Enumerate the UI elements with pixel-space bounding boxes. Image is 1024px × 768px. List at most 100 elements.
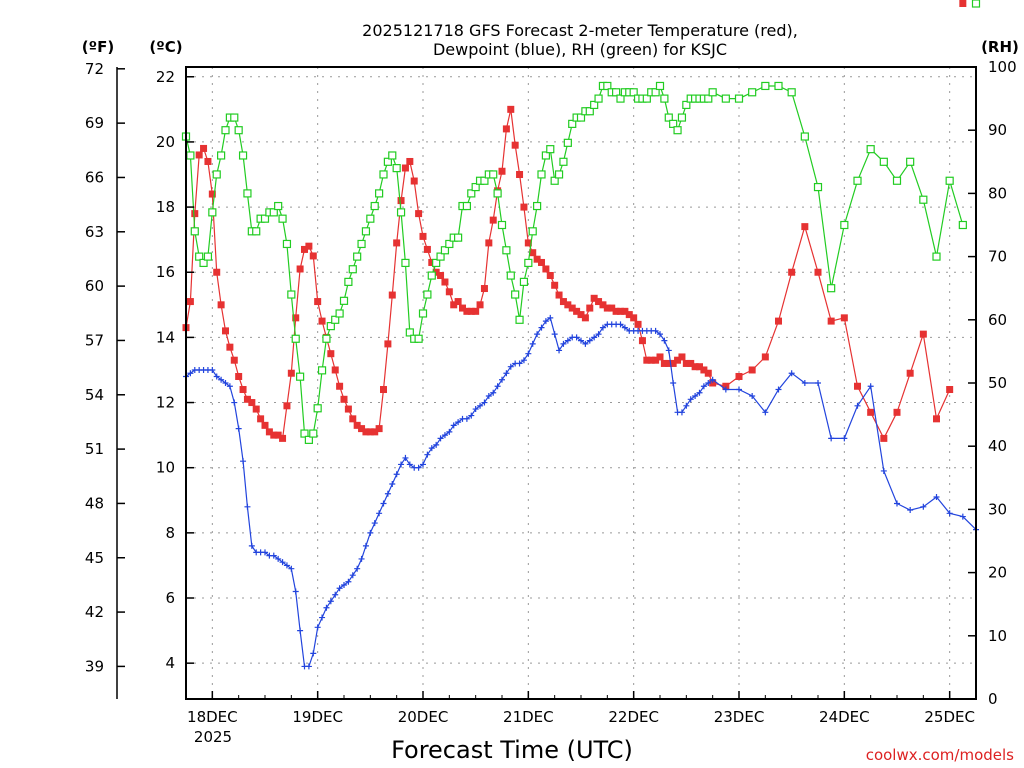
dewpoint-point [867,383,874,390]
rh-point [221,126,230,135]
fahrenheit-tick-label: 69 [85,114,104,132]
temperature-point [467,307,475,315]
dewpoint-point [262,549,268,556]
rh-point [230,113,239,122]
dewpoint-point [516,360,523,367]
dewpoint-point [490,389,497,396]
dewpoint-point [564,337,571,344]
temperature-point [428,258,436,266]
temperature-point [524,239,532,247]
dewpoint-line [185,316,977,668]
temperature-point [709,379,717,387]
dewpoint-point [275,555,282,562]
dewpoint-point [815,380,821,386]
temperature-point [801,223,809,231]
temperature-point [827,317,835,325]
dewpoint-point [556,347,563,354]
rh-point [396,208,406,217]
dewpoint-point [341,581,347,588]
celsius-tick-label: 12 [156,394,175,412]
dewpoint-point [762,409,769,416]
dewpoint-point [560,340,567,347]
rh-point [660,94,669,103]
fahrenheit-tick-label: 51 [85,440,104,458]
rh-point [493,189,502,198]
rh-point [655,81,665,91]
rh-point [375,189,384,198]
temperature-point [344,405,352,413]
dewpoint-point [358,555,365,562]
rh-point [879,157,888,166]
temperature-point [454,298,462,306]
dewpoint-point [354,565,361,572]
temperature-point [445,288,453,296]
rh-point [269,208,278,217]
fahrenheit-tick-label: 48 [85,494,104,512]
rh-point [480,176,489,185]
temperature-point [555,291,563,299]
temperature-point [761,353,769,361]
dewpoint-point [450,422,457,429]
rh-point [405,328,414,337]
dewpoint-point [235,425,242,432]
rh-point [537,170,546,179]
dewpoint-point [499,376,505,383]
celsius-tick-label: 22 [156,68,175,86]
temperature-point [621,307,629,315]
dewpoint-point [393,471,400,478]
rh-point [212,170,221,179]
rh-point [335,309,344,318]
rh-point [576,113,586,122]
rh-point [774,81,783,91]
dewpoint-point [362,542,369,549]
celsius-axis: 4 6 8 10 12 14 16 18 20 22 [156,68,194,672]
temperature-point [222,327,229,335]
rh-point [304,435,313,444]
temperature-point [441,278,449,286]
rh-point [440,246,450,255]
temperature-point [775,317,782,325]
rh-point [971,0,981,8]
rh-point [568,119,577,128]
dewpoint-point [551,331,558,338]
rh-point [748,88,757,97]
temperature-point [235,372,243,380]
rh-point [432,258,441,268]
dewpoint-point [525,350,532,357]
rh-tick-label: 50 [988,374,1007,392]
temperature-point [415,210,423,218]
temperature-point [292,314,300,322]
chart-title-line-2: Dewpoint (blue), RH (green) for KSJC [433,40,727,59]
temperature-point [840,314,848,322]
fahrenheit-tick-label: 63 [85,223,104,241]
temperature-point [735,372,743,380]
dewpoint-series [183,314,979,670]
rh-point [958,220,967,230]
dewpoint-point [678,409,685,416]
temperature-point [814,268,822,276]
rh-point [296,372,305,381]
temperature-point [270,431,278,439]
temperature-point [652,356,660,364]
x-axis-title: Forecast Time (UTC) [391,736,633,764]
dewpoint-point [319,614,326,621]
rh-point [234,126,243,135]
rh-tick-label: 70 [988,248,1007,266]
rh-point [892,176,902,185]
dewpoint-point [367,529,374,536]
rh-point [445,239,454,249]
dewpoint-point [661,337,668,344]
temperature-point [674,356,682,364]
fahrenheit-tick-label: 54 [85,386,104,404]
temperature-point [533,255,541,263]
temperature-point [353,421,361,429]
temperature-point [283,402,291,410]
dewpoint-point [582,340,589,347]
temperature-point [612,307,620,315]
rh-point [252,227,261,236]
rh-point [866,145,875,154]
rh-point [673,126,682,135]
rh-point [563,138,572,147]
dewpoint-point [270,552,277,559]
temperature-point [406,157,414,165]
